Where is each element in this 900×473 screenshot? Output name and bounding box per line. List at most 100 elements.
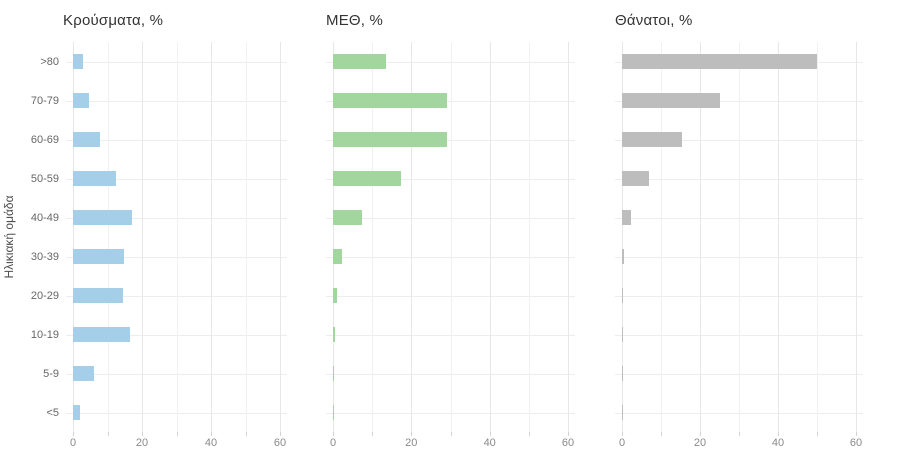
x-tick-label: 0 bbox=[618, 437, 626, 449]
chart-cases: Κρούσματα, % Ηλικιακή ομάδα >80 70-79 60-6… bbox=[0, 12, 287, 456]
gridline-vertical bbox=[817, 42, 818, 432]
x-tick-label: 40 bbox=[483, 437, 496, 449]
x-tick-label: 60 bbox=[849, 437, 863, 449]
x-tick-label: 40 bbox=[204, 437, 218, 449]
x-tick-mark bbox=[333, 432, 334, 436]
x-tick-mark bbox=[372, 432, 374, 436]
bar->80 bbox=[622, 54, 817, 69]
x-tick-mark bbox=[280, 432, 281, 436]
x-tick-mark bbox=[568, 432, 569, 436]
plot-panel-cases bbox=[66, 42, 287, 432]
x-tick-mark bbox=[176, 432, 178, 436]
y-tick-label: >80 bbox=[40, 55, 59, 68]
bar->80 bbox=[333, 54, 386, 69]
bar-<5 bbox=[333, 405, 335, 420]
x-tick-mark bbox=[142, 432, 143, 436]
x-tick-mark bbox=[489, 432, 491, 436]
bar-40-49 bbox=[333, 210, 362, 225]
x-tick-label: 20 bbox=[693, 437, 707, 449]
bar-50-59 bbox=[333, 171, 401, 186]
gridline-vertical bbox=[450, 42, 452, 432]
bar-60-69 bbox=[333, 132, 447, 147]
bar-5-9 bbox=[73, 366, 94, 381]
x-tick-label: 0 bbox=[69, 437, 77, 449]
gridline-vertical bbox=[107, 42, 109, 432]
y-axis-labels: >80 70-79 60-69 50-59 40-49 30-39 20-29 10-19 5-… bbox=[18, 42, 66, 432]
bar-10-19 bbox=[622, 327, 623, 342]
gridline-vertical bbox=[700, 42, 701, 432]
y-tick-label: 20-29 bbox=[30, 289, 59, 302]
plot-panel-deaths bbox=[615, 42, 863, 432]
bar-10-19 bbox=[333, 327, 335, 342]
chart-deaths-title: Θάνατοι, % bbox=[615, 12, 693, 29]
bar-70-79 bbox=[622, 93, 720, 108]
gridline-vertical bbox=[528, 42, 530, 432]
y-tick-label: 40-49 bbox=[30, 211, 59, 224]
bar-20-29 bbox=[73, 288, 123, 303]
x-tick-mark bbox=[778, 432, 779, 436]
x-tick-mark bbox=[73, 432, 74, 436]
x-tick-mark bbox=[528, 432, 530, 436]
x-tick-label: 40 bbox=[771, 437, 785, 449]
bar-<5 bbox=[73, 405, 81, 420]
x-tick-mark bbox=[450, 432, 452, 436]
gridline-vertical bbox=[411, 42, 413, 432]
y-tick-label: <5 bbox=[46, 406, 59, 419]
chart-icu-title: ΜΕΘ, % bbox=[326, 12, 384, 29]
x-tick-label: 20 bbox=[405, 437, 418, 449]
bar-<5 bbox=[622, 405, 623, 420]
gridline-vertical bbox=[661, 42, 662, 432]
bar-30-39 bbox=[622, 249, 625, 264]
y-axis-title: Ηλικιακή ομάδα bbox=[0, 42, 18, 432]
bar-50-59 bbox=[622, 171, 649, 186]
bar-5-9 bbox=[333, 366, 334, 381]
x-tick-mark bbox=[245, 432, 247, 436]
bar-40-49 bbox=[73, 210, 132, 225]
x-tick-mark bbox=[739, 432, 740, 436]
bar-30-39 bbox=[333, 249, 342, 264]
bar-20-29 bbox=[622, 288, 623, 303]
x-tick-mark bbox=[411, 432, 413, 436]
gridline-vertical bbox=[280, 42, 281, 432]
gridline-vertical bbox=[489, 42, 491, 432]
bar-5-9 bbox=[622, 366, 623, 381]
y-tick-label: 70-79 bbox=[30, 94, 59, 107]
bar-20-29 bbox=[333, 288, 337, 303]
bar-50-59 bbox=[73, 171, 117, 186]
plot-panel-icu bbox=[326, 42, 575, 432]
x-axis-deaths: 0 20 40 60 bbox=[615, 432, 863, 456]
x-tick-mark bbox=[661, 432, 662, 436]
x-tick-label: 60 bbox=[561, 437, 575, 449]
x-tick-label: 60 bbox=[273, 437, 287, 449]
x-tick-label: 20 bbox=[135, 437, 149, 449]
gridline-vertical bbox=[739, 42, 740, 432]
gridline-vertical bbox=[568, 42, 569, 432]
chart-icu: ΜΕΘ, % 0 20 40 60 bbox=[326, 12, 575, 456]
chart-deaths: Θάνατοι, % 0 20 40 60 bbox=[615, 12, 863, 456]
bar-30-39 bbox=[73, 249, 125, 264]
gridline-vertical bbox=[778, 42, 779, 432]
x-tick-mark bbox=[700, 432, 701, 436]
x-tick-mark bbox=[211, 432, 212, 436]
x-tick-mark bbox=[622, 432, 623, 436]
y-tick-label: 10-19 bbox=[30, 328, 59, 341]
bar-60-69 bbox=[73, 132, 100, 147]
x-axis-icu: 0 20 40 60 bbox=[326, 432, 575, 456]
bar-40-49 bbox=[622, 210, 631, 225]
x-tick-mark bbox=[856, 432, 857, 436]
x-axis-cases: 0 20 40 60 bbox=[66, 432, 287, 456]
x-tick-label: 0 bbox=[329, 437, 337, 449]
gridline-vertical bbox=[856, 42, 857, 432]
y-tick-label: 50-59 bbox=[30, 172, 59, 185]
x-tick-mark bbox=[817, 432, 818, 436]
gridline-vertical bbox=[333, 42, 334, 432]
bar-10-19 bbox=[73, 327, 130, 342]
y-tick-label: 5-9 bbox=[43, 367, 59, 380]
gridline-vertical bbox=[622, 42, 623, 432]
gridline-vertical bbox=[176, 42, 178, 432]
chart-cases-title: Κρούσματα, % bbox=[63, 12, 164, 29]
gridline-vertical bbox=[372, 42, 374, 432]
bar->80 bbox=[73, 54, 84, 69]
gridline-vertical bbox=[73, 42, 74, 432]
